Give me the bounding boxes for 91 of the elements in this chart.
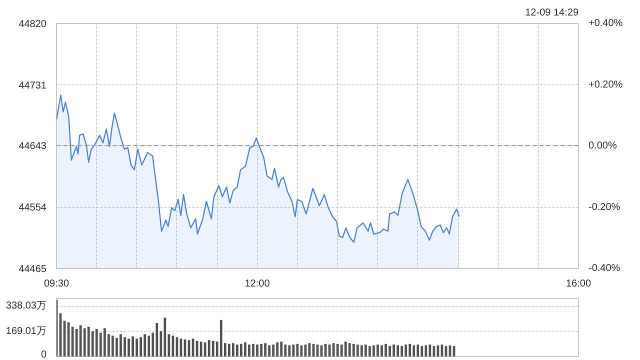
y2-tick-label: -0.20% <box>588 202 620 213</box>
bar <box>120 334 122 356</box>
bar <box>236 344 238 356</box>
bar <box>404 344 408 356</box>
bar <box>364 344 367 356</box>
bar <box>244 342 246 356</box>
bar <box>128 338 130 356</box>
bar <box>260 344 262 356</box>
y-tick-label: 44465 <box>18 264 47 275</box>
bar <box>240 344 242 356</box>
bar <box>75 328 78 356</box>
bar <box>220 320 222 356</box>
bar <box>416 344 420 356</box>
bar <box>372 345 375 356</box>
bar <box>376 344 379 356</box>
bar <box>212 340 214 356</box>
bar <box>384 344 387 356</box>
bar <box>264 343 267 356</box>
bar <box>408 344 412 356</box>
bar <box>400 346 404 356</box>
bar <box>116 338 118 356</box>
bar <box>368 346 371 356</box>
bar <box>204 342 206 356</box>
bar <box>148 336 150 356</box>
bar <box>136 338 138 356</box>
bar <box>360 345 363 356</box>
bar <box>228 344 230 356</box>
bar <box>292 344 295 356</box>
bar <box>304 344 307 356</box>
bar <box>91 331 94 356</box>
bar <box>280 342 283 356</box>
y-tick-label: 169.01万 <box>6 326 47 337</box>
bar <box>268 345 271 356</box>
bar <box>344 342 347 356</box>
bar <box>380 345 383 356</box>
bar <box>112 336 114 356</box>
y2-tick-label: +0.20% <box>588 79 623 90</box>
x-tick-label: 12:00 <box>244 278 270 290</box>
y-tick-label: 44820 <box>18 19 47 30</box>
bar <box>340 344 343 356</box>
bar <box>144 334 146 356</box>
bar <box>272 344 275 356</box>
bar <box>95 328 98 356</box>
bar <box>328 344 331 356</box>
bar <box>256 344 258 356</box>
bar <box>79 325 82 356</box>
bar <box>288 345 291 356</box>
x-tick-label: 16:00 <box>566 278 592 290</box>
bar <box>432 346 436 356</box>
bar <box>284 344 287 356</box>
y-tick-label: 338.03万 <box>6 300 47 312</box>
y-tick-label: 0 <box>40 350 47 360</box>
bar <box>428 344 432 356</box>
bar <box>300 345 303 356</box>
bar <box>87 326 90 356</box>
bar <box>252 344 254 356</box>
y2-tick-label: 0.00% <box>588 140 617 152</box>
bar <box>352 344 355 356</box>
bar <box>248 344 250 356</box>
bar <box>124 337 126 356</box>
bar <box>336 344 339 356</box>
bar <box>67 322 70 356</box>
bar <box>396 345 400 356</box>
bar <box>424 345 428 356</box>
bar <box>392 344 395 356</box>
y2-tick-label: +0.40% <box>588 18 623 29</box>
bar <box>296 344 299 356</box>
bar <box>172 336 174 356</box>
y-tick-label: 44731 <box>18 80 47 92</box>
bar <box>420 346 424 356</box>
bar <box>276 342 279 356</box>
bar <box>356 344 359 356</box>
bar <box>232 343 234 356</box>
bar <box>208 340 210 356</box>
bar <box>156 323 158 356</box>
bar <box>200 342 202 356</box>
y-tick-label: 44643 <box>18 141 47 152</box>
bar <box>412 345 416 356</box>
bar <box>83 328 86 356</box>
bar <box>71 326 74 356</box>
bar <box>388 346 391 356</box>
bar <box>164 318 166 356</box>
bar <box>132 336 134 356</box>
x-tick-label: 09:30 <box>44 278 70 290</box>
text: 12-09 14:29 <box>525 8 579 18</box>
bar <box>103 328 106 356</box>
bar <box>348 343 351 356</box>
bar <box>332 343 335 356</box>
y-tick-label: 44554 <box>18 202 47 214</box>
y2-tick-label: -0.40% <box>588 263 620 274</box>
bar <box>140 337 142 356</box>
